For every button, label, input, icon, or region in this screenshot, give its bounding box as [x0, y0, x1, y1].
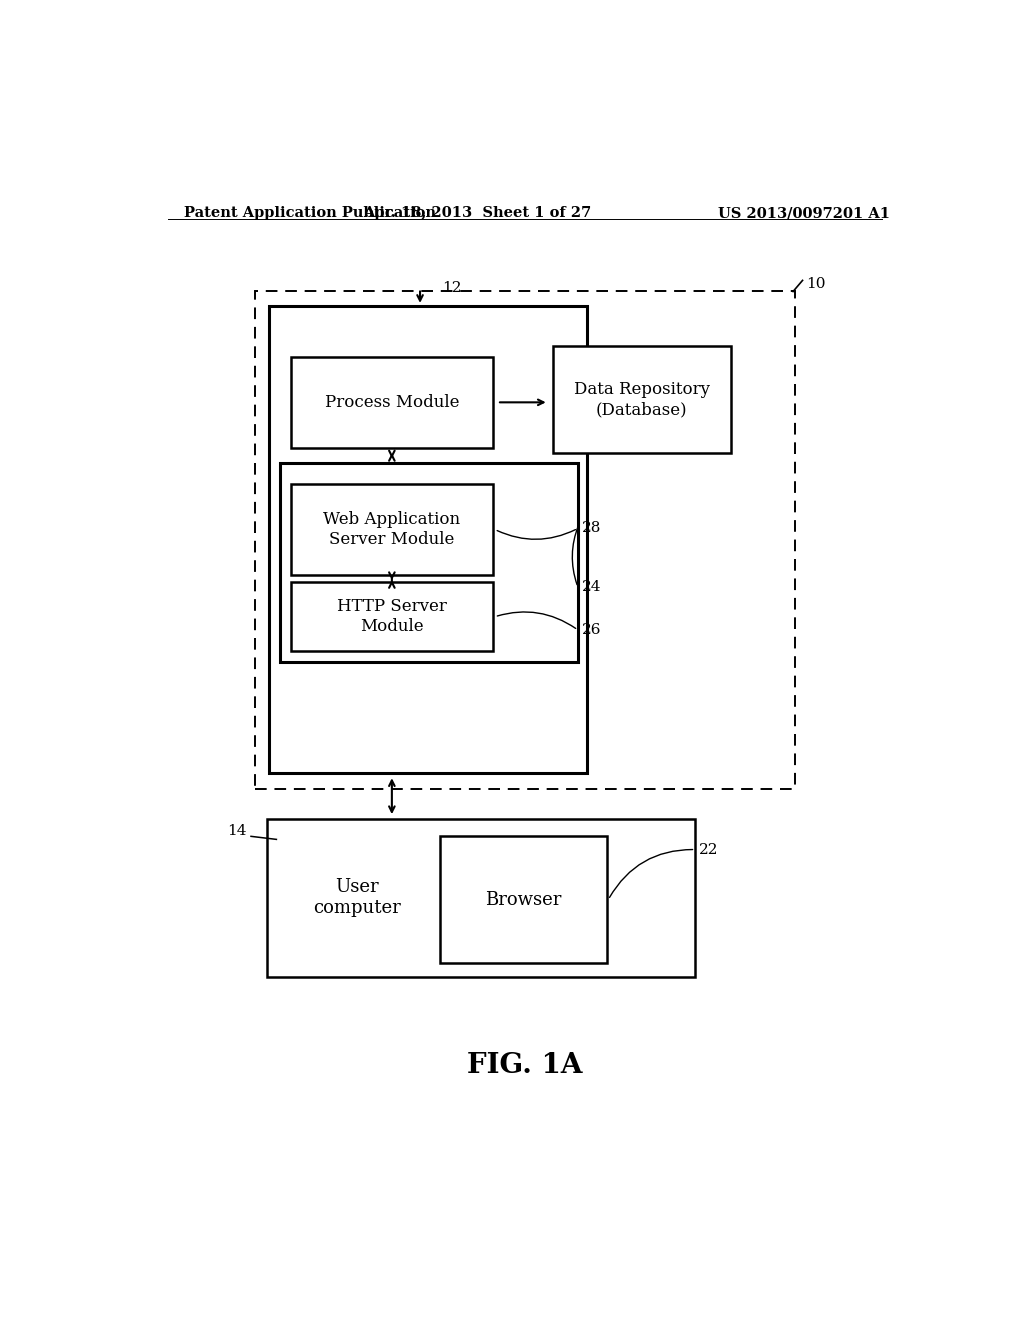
Text: Browser: Browser: [485, 891, 561, 909]
FancyBboxPatch shape: [267, 818, 695, 977]
Text: 18: 18: [554, 463, 573, 478]
Text: US 2013/0097201 A1: US 2013/0097201 A1: [718, 206, 890, 220]
Text: 22: 22: [699, 842, 719, 857]
Text: Data Repository
(Database): Data Repository (Database): [573, 381, 710, 418]
FancyBboxPatch shape: [440, 837, 606, 964]
FancyBboxPatch shape: [281, 463, 578, 661]
Text: Patent Application Publication: Patent Application Publication: [183, 206, 435, 220]
Text: Apr. 18, 2013  Sheet 1 of 27: Apr. 18, 2013 Sheet 1 of 27: [364, 206, 591, 220]
Text: 24: 24: [582, 581, 601, 594]
FancyBboxPatch shape: [269, 306, 587, 774]
Text: FIG. 1A: FIG. 1A: [467, 1052, 583, 1078]
FancyBboxPatch shape: [291, 483, 494, 576]
FancyBboxPatch shape: [291, 582, 494, 651]
Text: 28: 28: [582, 521, 601, 536]
Text: 20: 20: [495, 463, 514, 478]
Text: 26: 26: [582, 623, 601, 638]
Text: 10: 10: [807, 277, 826, 292]
FancyBboxPatch shape: [553, 346, 731, 453]
Text: User
computer: User computer: [312, 878, 400, 916]
FancyBboxPatch shape: [255, 290, 795, 788]
Text: HTTP Server
Module: HTTP Server Module: [337, 598, 446, 635]
Text: 12: 12: [442, 281, 462, 294]
FancyBboxPatch shape: [291, 356, 494, 447]
Text: Web Application
Server Module: Web Application Server Module: [324, 511, 461, 548]
Text: 14: 14: [227, 824, 247, 838]
Text: Process Module: Process Module: [325, 393, 459, 411]
